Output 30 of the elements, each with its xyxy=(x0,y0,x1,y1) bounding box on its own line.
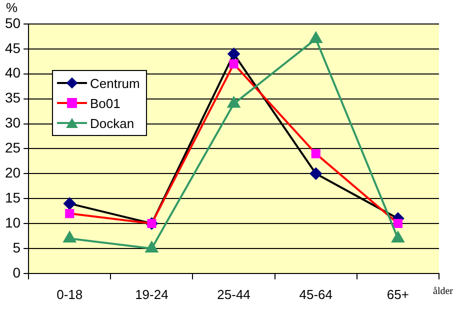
legend-label: Bo01 xyxy=(90,96,120,110)
y-tick-label: 50 xyxy=(4,14,21,31)
point xyxy=(310,168,322,180)
y-tick-label: 40 xyxy=(4,64,21,81)
y-tick-label: 35 xyxy=(4,90,21,106)
point xyxy=(64,198,76,210)
x-tick-label: 25-44 xyxy=(217,286,250,302)
point xyxy=(228,48,240,60)
y-tick-label: 20 xyxy=(4,164,21,180)
y-tick-label: 30 xyxy=(4,114,21,131)
point xyxy=(65,209,74,218)
y-tick-label: 5 xyxy=(12,239,21,256)
y-tick-label: 0 xyxy=(12,264,21,280)
y-tick-label: 25 xyxy=(4,140,21,156)
point xyxy=(310,32,322,43)
point xyxy=(311,149,320,158)
x-tick-label: 45-64 xyxy=(299,286,332,302)
legend-label: Dockan xyxy=(90,116,134,130)
y-tick-label: 15 xyxy=(4,189,21,206)
legend-label: Centrum xyxy=(90,76,140,90)
y-axis-title: % xyxy=(6,0,18,15)
x-axis-title: ålder xyxy=(433,286,453,297)
y-tick-label: 45 xyxy=(4,40,21,56)
x-tick-label: 65+ xyxy=(386,286,409,302)
point xyxy=(229,59,238,68)
point xyxy=(228,96,240,108)
y-tick-label: 10 xyxy=(4,214,21,230)
point xyxy=(393,218,402,228)
x-tick-label: 19-24 xyxy=(135,286,168,302)
x-tick-label: 0-18 xyxy=(56,286,83,302)
